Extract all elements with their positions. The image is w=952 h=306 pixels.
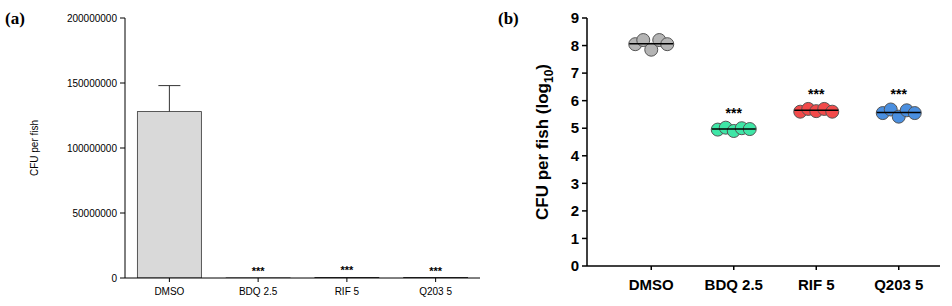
x-tick-label: RIF 5 — [335, 286, 360, 297]
x-tick-label: Q203 5 — [874, 276, 923, 293]
y-tick — [120, 18, 125, 19]
significance: *** — [429, 265, 443, 277]
y-tick — [582, 72, 587, 74]
y-tick — [582, 238, 587, 240]
error-cap — [158, 85, 180, 86]
x-axis — [125, 278, 480, 279]
y-tick — [120, 278, 125, 279]
x-tick-label: BDQ 2.5 — [239, 286, 278, 297]
y-tick-label: 0 — [571, 257, 579, 274]
significance: *** — [891, 86, 908, 102]
error-bar — [158, 86, 180, 112]
panel-label: (b) — [498, 9, 519, 28]
y-tick-label: 1 — [571, 230, 579, 247]
significance: *** — [252, 265, 266, 277]
x-tick — [169, 278, 170, 282]
x-tick — [651, 266, 653, 270]
marks — [137, 86, 467, 278]
mean-line — [794, 110, 838, 112]
x-tick — [258, 278, 259, 282]
x-axis — [587, 265, 940, 267]
mean-line — [877, 112, 921, 114]
y-tick-label: 9 — [571, 9, 579, 26]
mean-line — [629, 43, 673, 45]
y-tick-label: 200000000 — [67, 13, 117, 24]
y-tick — [120, 213, 125, 214]
x-tick — [346, 278, 347, 282]
y-tick — [582, 45, 587, 47]
y-tick — [120, 83, 125, 84]
y-tick-label: 6 — [571, 92, 579, 109]
panel: (b) 0 1 2 3 4 5 6 7 8 9 DMSO BDQ 2.5 RIF 5 Q203 5 CFU p… — [498, 9, 940, 293]
y-tick — [582, 100, 587, 102]
y-axis-label: CFU per fish (log10) — [533, 64, 556, 220]
x-tick-label: DMSO — [154, 286, 184, 297]
y-tick-label: 8 — [571, 37, 579, 54]
bar — [137, 112, 201, 278]
x-tick — [733, 266, 735, 270]
y-axis-label: CFU per fish — [29, 120, 40, 176]
y-tick-label: 2 — [571, 202, 579, 219]
significance: *** — [726, 105, 743, 121]
figure: (a) 0 50000000 100000000 150000000 200000000 D… — [0, 0, 952, 306]
x-tick-label: DMSO — [629, 276, 674, 293]
y-tick-label: 5 — [571, 119, 579, 136]
y-tick-label: 3 — [571, 175, 579, 192]
y-axis — [586, 18, 588, 266]
y-tick — [582, 155, 587, 157]
marks — [629, 34, 922, 138]
y-tick — [582, 210, 587, 212]
panel: (a) 0 50000000 100000000 150000000 200000000 D… — [5, 9, 480, 297]
x-tick — [435, 278, 436, 282]
x-tick-label: Q203 5 — [419, 286, 452, 297]
x-tick — [816, 266, 818, 270]
y-tick — [582, 127, 587, 129]
x-tick-label: RIF 5 — [798, 276, 835, 293]
y-tick-label: 4 — [571, 147, 580, 164]
x-tick-label: BDQ 2.5 — [705, 276, 763, 293]
y-tick — [582, 17, 587, 19]
significance: *** — [340, 264, 354, 276]
y-tick — [582, 183, 587, 185]
error-line — [169, 86, 170, 112]
y-tick — [582, 265, 587, 267]
y-tick-label: 150000000 — [67, 78, 117, 89]
y-tick-label: 100000000 — [67, 143, 117, 154]
y-tick-label: 50000000 — [73, 208, 118, 219]
significance: *** — [808, 86, 825, 102]
y-tick-label: 7 — [571, 64, 579, 81]
y-tick-label: 0 — [111, 273, 117, 284]
mean-line — [712, 128, 756, 130]
dot — [826, 105, 839, 118]
panel-label: (a) — [5, 9, 25, 28]
y-tick — [120, 148, 125, 149]
x-tick — [898, 266, 900, 270]
